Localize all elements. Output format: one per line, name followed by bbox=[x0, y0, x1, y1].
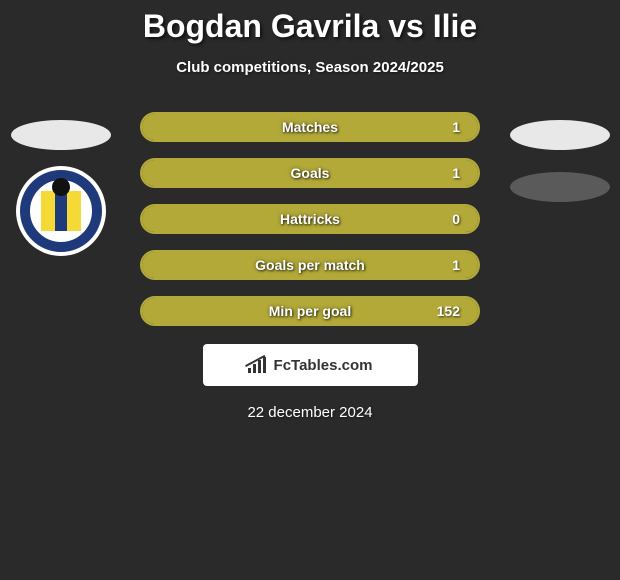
stats-container: Matches 1 Goals 1 Hattricks 0 Goals per match 1… bbox=[0, 112, 620, 326]
stat-label: Min per goal bbox=[269, 303, 351, 319]
chart-bars-icon bbox=[248, 357, 268, 373]
stat-label: Hattricks bbox=[280, 211, 340, 227]
stat-label: Goals per match bbox=[255, 257, 365, 273]
stat-row: Matches 1 bbox=[140, 112, 480, 142]
stat-value: 1 bbox=[452, 119, 460, 135]
subtitle: Club competitions, Season 2024/2025 bbox=[0, 59, 620, 76]
stat-row: Min per goal 152 bbox=[140, 296, 480, 326]
football-icon bbox=[52, 178, 70, 196]
stat-value: 1 bbox=[452, 257, 460, 273]
stat-row: Goals per match 1 bbox=[140, 250, 480, 280]
page-title: Bogdan Gavrila vs Ilie bbox=[0, 0, 620, 45]
brand-label: FcTables.com bbox=[274, 357, 373, 374]
date-label: 22 december 2024 bbox=[0, 404, 620, 421]
stat-row: Goals 1 bbox=[140, 158, 480, 188]
stat-value: 152 bbox=[437, 303, 460, 319]
stat-label: Matches bbox=[282, 119, 338, 135]
stat-value: 0 bbox=[452, 211, 460, 227]
stat-row: Hattricks 0 bbox=[140, 204, 480, 234]
stat-label: Goals bbox=[291, 165, 330, 181]
stat-value: 1 bbox=[452, 165, 460, 181]
brand-box[interactable]: FcTables.com bbox=[203, 344, 418, 386]
